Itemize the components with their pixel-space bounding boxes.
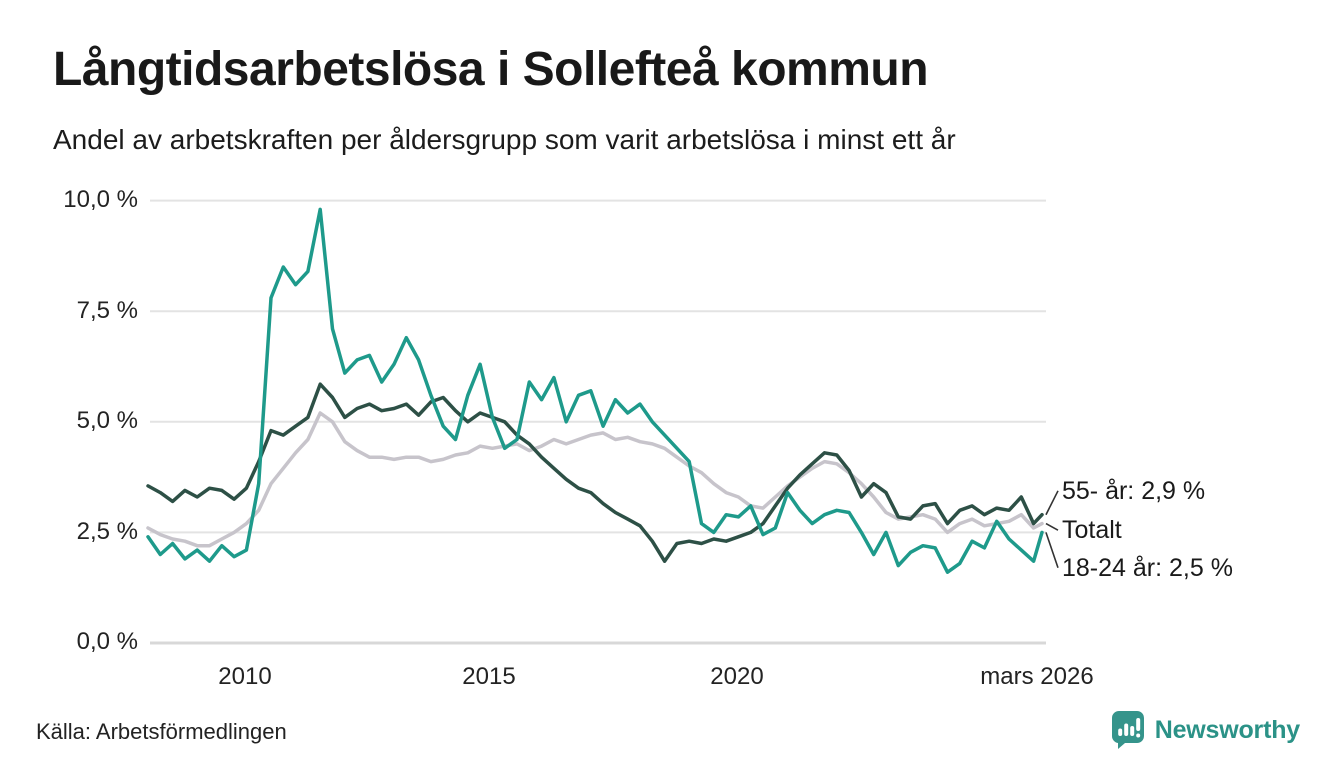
series-end-label-18-24: 18-24 år: 2,5 % xyxy=(1062,554,1233,582)
x-axis-tick-label: 2020 xyxy=(710,663,764,690)
x-axis-tick-label: 2010 xyxy=(218,663,272,690)
y-axis-tick-label: 2,5 % xyxy=(76,518,138,545)
line-chart-plot xyxy=(146,199,1059,645)
newsworthy-brand-link[interactable]: Newsworthy xyxy=(1111,710,1300,750)
chart-subtitle: Andel av arbetskraften per åldersgrupp s… xyxy=(53,124,956,155)
x-axis-tick-label: mars 2026 xyxy=(980,663,1094,690)
y-axis-tick-label: 0,0 % xyxy=(76,628,138,655)
y-axis-tick-label: 5,0 % xyxy=(76,407,138,434)
y-axis-tick-label: 7,5 % xyxy=(76,297,138,324)
page-title: Långtidsarbetslösa i Sollefteå kommun xyxy=(53,43,929,96)
source-note: Källa: Arbetsförmedlingen xyxy=(36,719,287,744)
series-end-label-55: 55- år: 2,9 % xyxy=(1062,477,1206,505)
x-axis-tick-label: 2015 xyxy=(462,663,516,690)
bar-chart-speech-bubble-icon xyxy=(1111,711,1144,749)
series-end-label-totalt: Totalt xyxy=(1062,516,1122,544)
newsworthy-wordmark: Newsworthy xyxy=(1154,715,1300,744)
y-axis-tick-label: 10,0 % xyxy=(63,186,138,213)
